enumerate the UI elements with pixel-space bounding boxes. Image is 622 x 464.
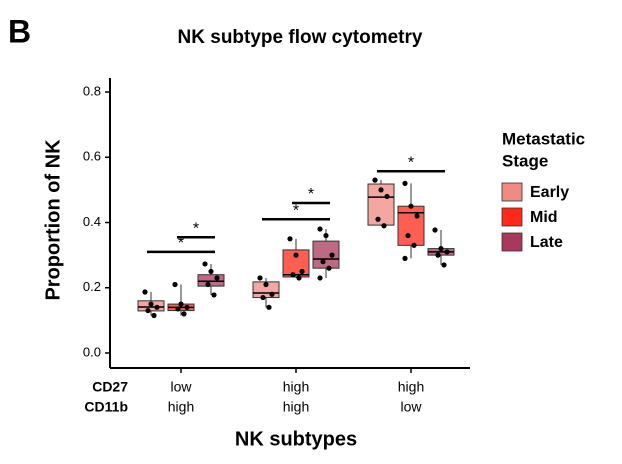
data-point bbox=[205, 281, 211, 288]
data-point bbox=[381, 223, 387, 229]
data-point bbox=[287, 236, 293, 242]
data-point bbox=[414, 213, 420, 219]
data-point bbox=[208, 268, 214, 275]
x-tick-label: high bbox=[168, 399, 194, 415]
data-point bbox=[296, 275, 302, 281]
row-label: CD27 bbox=[92, 379, 128, 395]
significance-label: * bbox=[193, 220, 199, 237]
x-tick-label: high bbox=[283, 379, 309, 395]
row-label: CD11b bbox=[84, 399, 128, 415]
y-tick-label: 0.0 bbox=[83, 344, 101, 359]
legend-title: Stage bbox=[502, 151, 548, 170]
significance-label: * bbox=[293, 202, 299, 219]
data-point bbox=[432, 227, 438, 233]
legend-swatch bbox=[501, 207, 523, 227]
data-point bbox=[375, 216, 381, 222]
data-point bbox=[260, 294, 266, 301]
legend-label: Early bbox=[530, 184, 569, 201]
data-point bbox=[372, 177, 378, 183]
data-point bbox=[151, 312, 157, 319]
data-point bbox=[175, 306, 181, 312]
data-point bbox=[408, 203, 414, 209]
data-point bbox=[154, 304, 160, 310]
y-tick-label: 0.6 bbox=[83, 149, 101, 164]
box bbox=[282, 249, 310, 278]
data-point bbox=[378, 187, 384, 193]
x-tick-label: low bbox=[170, 379, 192, 395]
data-point bbox=[293, 252, 299, 258]
data-point bbox=[320, 259, 326, 265]
x-tick-label: high bbox=[283, 399, 309, 415]
data-point bbox=[402, 180, 408, 186]
data-point bbox=[435, 252, 441, 258]
data-point bbox=[269, 291, 275, 297]
data-point bbox=[444, 249, 450, 255]
legend-label: Late bbox=[530, 234, 563, 251]
legend-title: Metastatic bbox=[502, 129, 585, 148]
y-axis-label: Proportion of NK bbox=[42, 139, 64, 301]
data-point bbox=[317, 275, 323, 281]
data-point bbox=[329, 252, 335, 258]
data-point bbox=[441, 262, 447, 268]
data-point bbox=[323, 232, 329, 239]
x-tick-label: low bbox=[400, 399, 422, 415]
box bbox=[197, 274, 225, 287]
data-point bbox=[326, 265, 332, 271]
legend-swatch bbox=[501, 182, 523, 202]
chart-title: NK subtype flow cytometry bbox=[178, 27, 423, 48]
data-point bbox=[402, 255, 408, 261]
x-tick-label: high bbox=[398, 379, 424, 395]
data-point bbox=[145, 307, 151, 314]
data-point bbox=[148, 301, 154, 307]
significance-label: * bbox=[178, 235, 184, 252]
data-point bbox=[257, 275, 263, 281]
data-point bbox=[411, 242, 417, 248]
data-point bbox=[317, 226, 323, 232]
data-point bbox=[214, 275, 220, 281]
significance-label: * bbox=[408, 155, 414, 172]
data-point bbox=[299, 268, 305, 275]
data-point bbox=[142, 289, 148, 295]
data-point bbox=[211, 292, 217, 298]
data-point bbox=[178, 301, 184, 307]
legend-swatch bbox=[501, 232, 523, 252]
y-tick-label: 0.4 bbox=[83, 214, 101, 229]
data-point bbox=[263, 281, 269, 288]
data-point bbox=[172, 281, 178, 288]
significance-label: * bbox=[308, 186, 314, 203]
data-point bbox=[202, 261, 208, 267]
data-point bbox=[184, 304, 190, 310]
box bbox=[312, 240, 340, 269]
data-point bbox=[181, 311, 187, 317]
data-point bbox=[266, 304, 272, 310]
box bbox=[367, 183, 395, 226]
data-point bbox=[438, 246, 444, 252]
y-tick-label: 0.8 bbox=[83, 83, 101, 98]
data-point bbox=[290, 272, 296, 278]
data-point bbox=[405, 232, 411, 239]
legend-label: Mid bbox=[530, 209, 558, 226]
panel-label: B bbox=[8, 13, 31, 49]
x-axis-label: NK subtypes bbox=[235, 428, 357, 450]
y-tick-label: 0.2 bbox=[83, 279, 101, 294]
data-point bbox=[384, 193, 390, 200]
